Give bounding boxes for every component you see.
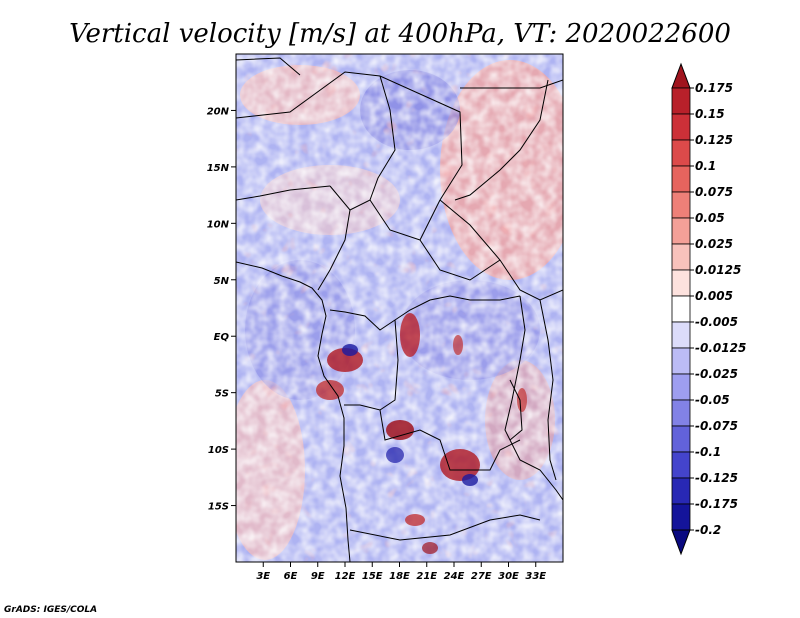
x-axis: 3E 6E 9E 12E 15E 18E 21E 24E 27E 30E 33E <box>256 562 546 582</box>
colorbar-segment <box>671 529 691 556</box>
x-tick-label: 6E <box>284 571 298 582</box>
colorbar-segment <box>671 425 691 453</box>
colorbar-segment <box>671 321 691 349</box>
convective-cells <box>316 313 527 554</box>
y-tick-label: 10S <box>208 445 229 456</box>
colorbar-label: 0.175 <box>695 81 733 95</box>
x-tick-label: 33E <box>525 571 546 582</box>
x-tick-label: 15E <box>362 571 383 582</box>
x-tick-label: 24E <box>444 571 465 582</box>
colorbar-segment <box>671 87 691 115</box>
x-tick-label: 18E <box>389 571 410 582</box>
colorbar-label: -0.075 <box>695 419 738 433</box>
colorbar-segment <box>671 269 691 297</box>
colorbar-segment <box>671 139 691 167</box>
y-tick-label: 20N <box>207 106 230 117</box>
colorbar-segment <box>671 347 691 375</box>
colorbar-label: -0.005 <box>695 315 738 329</box>
x-tick-label: 27E <box>471 571 492 582</box>
y-axis: 20N 15N 10N 5N EQ 5S 10S 15S <box>207 106 236 513</box>
colorbar-label: 0.005 <box>695 289 733 303</box>
colorbar-label: -0.05 <box>695 393 730 407</box>
colorbar-label: 0.0125 <box>695 263 741 277</box>
colorbar-label: -0.025 <box>695 367 738 381</box>
colorbar-label: 0.025 <box>695 237 733 251</box>
colorbar-segment <box>671 295 691 323</box>
colorbar-segment <box>671 191 691 219</box>
colorbar-label: -0.1 <box>695 445 721 459</box>
y-tick-label: EQ <box>214 332 230 343</box>
colorbar-label: 0.075 <box>695 185 733 199</box>
colorbar-segment <box>671 113 691 141</box>
y-tick-label: 15N <box>207 163 230 174</box>
colorbar-segment <box>671 217 691 245</box>
y-tick-label: 5S <box>215 389 229 400</box>
colorbar: 0.175 0.15 0.125 0.1 0.075 0.05 0.025 0.0125 0.0… <box>671 62 746 556</box>
map-plot-area <box>236 54 563 562</box>
colorbar-label: -0.125 <box>695 471 738 485</box>
x-tick-label: 9E <box>311 571 325 582</box>
x-tick-label: 3E <box>256 571 270 582</box>
colorbar-label: 0.05 <box>695 211 725 225</box>
colorbar-label: 0.15 <box>695 107 725 121</box>
colorbar-segment <box>671 243 691 271</box>
colorbar-segment <box>671 165 691 193</box>
colorbar-label: -0.2 <box>695 523 721 537</box>
colorbar-segment <box>671 451 691 479</box>
colorbar-segment <box>671 62 691 89</box>
colorbar-segment <box>671 373 691 401</box>
y-tick-label: 10N <box>207 219 230 230</box>
colorbar-segment <box>671 477 691 505</box>
colorbar-label: -0.0125 <box>695 341 746 355</box>
colorbar-label: 0.125 <box>695 133 733 147</box>
grads-credit: GrADS: IGES/COLA <box>4 605 97 615</box>
colorbar-segment <box>671 503 691 531</box>
colorbar-label: -0.175 <box>695 497 738 511</box>
x-tick-label: 12E <box>335 571 356 582</box>
x-tick-label: 21E <box>416 571 437 582</box>
colorbar-label: 0.1 <box>695 159 716 173</box>
field-texture-white <box>236 54 563 562</box>
coastlines-and-borders <box>236 57 563 562</box>
y-tick-label: 15S <box>208 502 229 513</box>
colorbar-segment <box>671 399 691 427</box>
y-tick-label: 5N <box>214 276 230 287</box>
x-tick-label: 30E <box>498 571 519 582</box>
chart-title: Vertical velocity [m/s] at 400hPa, VT: 2… <box>69 19 731 49</box>
